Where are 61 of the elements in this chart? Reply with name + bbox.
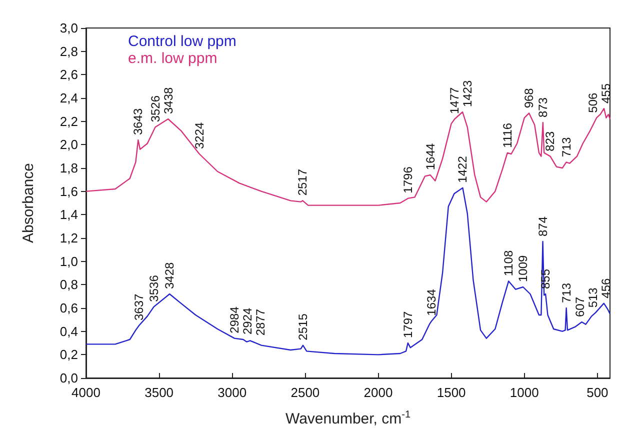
annotation: 1644 xyxy=(423,142,438,170)
y-tick-label: 2,0 xyxy=(60,137,78,152)
annotation: 2877 xyxy=(253,308,268,336)
annotation: 713 xyxy=(559,136,574,158)
x-tick-label: 3000 xyxy=(218,385,247,400)
y-tick-label: 0,6 xyxy=(60,300,78,316)
y-tick-label: 2,2 xyxy=(60,114,78,129)
x-tick-label: 4000 xyxy=(72,385,100,400)
x-tick-label: 2000 xyxy=(364,385,393,400)
y-tick-label: 2,8 xyxy=(60,44,78,59)
x-tick-label: 3500 xyxy=(144,385,174,400)
annotation: 873 xyxy=(536,97,550,118)
annotation: 2517 xyxy=(296,168,310,196)
annotation: 713 xyxy=(559,282,574,303)
y-tick-label: 2,4 xyxy=(60,90,78,106)
x-tick-label: 1000 xyxy=(510,385,539,400)
annotation: 874 xyxy=(536,216,550,236)
y-tick-label: 2,6 xyxy=(60,67,78,82)
annotation: 3438 xyxy=(161,86,176,114)
annotation: 855 xyxy=(538,268,553,289)
y-tick-label: 3,0 xyxy=(60,20,78,36)
y-tick-label: 0,4 xyxy=(60,324,78,339)
x-tick-label: 500 xyxy=(586,385,608,400)
y-tick-label: 1,4 xyxy=(60,207,78,222)
annotation: 968 xyxy=(522,88,536,108)
annotation: 455 xyxy=(599,83,613,104)
annotation: 823 xyxy=(543,130,558,152)
y-tick-label: 0,2 xyxy=(60,347,78,362)
annotation: 3536 xyxy=(146,274,161,302)
annotation: 513 xyxy=(586,287,600,308)
annotation: 1116 xyxy=(500,122,514,148)
annotation: 456 xyxy=(599,278,613,298)
y-tick-label: 1,8 xyxy=(60,160,78,176)
y-tick-label: 1,0 xyxy=(60,254,78,269)
annotation: 1422 xyxy=(456,156,470,183)
annotation: 2924 xyxy=(240,307,254,334)
annotation: 1477 xyxy=(448,86,462,114)
annotation: 3428 xyxy=(162,262,177,289)
x-tick-label: 2500 xyxy=(290,385,320,400)
annotation: 3526 xyxy=(148,95,162,122)
x-tick-label: 1500 xyxy=(436,385,466,400)
annotation: 1634 xyxy=(424,288,439,316)
annotation: 1423 xyxy=(460,80,475,107)
annotation: 1108 xyxy=(502,250,516,276)
annotation: 607 xyxy=(573,296,587,317)
y-tick-label: 0,8 xyxy=(60,277,78,292)
annotation: 3643 xyxy=(131,108,146,135)
annotation: 1009 xyxy=(516,254,530,282)
annotation: 2515 xyxy=(296,313,310,340)
annotation: 2984 xyxy=(227,306,242,334)
annotation: 506 xyxy=(586,92,600,113)
y-tick-label: 0,0 xyxy=(60,370,78,386)
annotation: 3224 xyxy=(192,122,206,149)
text: e.m. low ppm xyxy=(128,50,218,67)
annotation: 1796 xyxy=(401,166,416,194)
y-tick-label: 1,2 xyxy=(60,230,78,246)
annotation: 1797 xyxy=(400,310,415,338)
y-axis-title: Absorbance xyxy=(20,162,37,244)
y-tick-label: 1,6 xyxy=(60,184,78,199)
text: Control low ppm xyxy=(128,33,236,50)
annotation: 3637 xyxy=(132,293,146,320)
